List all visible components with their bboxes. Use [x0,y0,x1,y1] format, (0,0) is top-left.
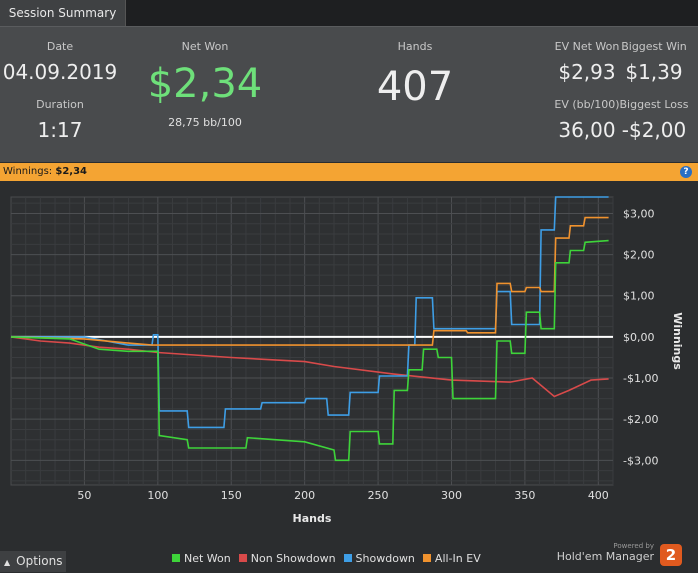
tab-session-summary[interactable]: Session Summary [0,0,126,26]
date-value: 04.09.2019 [2,60,118,84]
y-axis-label: Winnings [671,312,684,370]
legend-item[interactable]: Non Showdown [238,552,336,565]
x-tick-label: 50 [77,489,91,502]
legend-label: Showdown [355,552,415,565]
duration-value: 1:17 [37,118,83,142]
y-tick-label: $1,00 [623,290,655,303]
winnings-chart: 50 100 150 200 250 300 350 400 $3,00 $2,00 $1,00 $… [0,181,698,547]
help-icon[interactable]: ? [680,166,692,178]
summary-panel: Date 04.09.2019 Duration 1:17 Net Won $2… [0,26,698,162]
winnings-banner: Winnings: $2,34 ? [0,163,698,181]
brand-logo: Powered by Hold'em Manager 2 [542,542,682,570]
brand-name: Hold'em Manager [556,550,654,563]
legend-swatch [422,554,431,562]
x-tick-label: 350 [514,489,535,502]
x-tick-label: 150 [221,489,242,502]
ev-net-won-value: $2,93 [558,60,616,84]
series-line-all-in-ev [10,216,609,346]
ev-net-won-label: EV Net Won [554,40,620,53]
biggest-loss-value: -$2,00 [621,118,687,142]
y-tick-label: -$1,00 [623,372,658,385]
legend-swatch [172,554,180,562]
x-tick-label: 100 [147,489,168,502]
brand-badge: 2 [660,544,682,566]
x-tick-label: 300 [441,489,462,502]
x-axis-label: Hands [293,512,332,525]
powered-by-text: Powered by [613,542,654,550]
hands-label: Hands [397,40,433,53]
legend-label: All-In EV [434,552,481,565]
ev-bb100-label: EV (bb/100) [554,98,620,111]
x-tick-label: 400 [588,489,609,502]
legend-item[interactable]: Net Won [172,552,231,565]
chevron-up-icon: ▲ [4,558,11,567]
chart-legend: Net Won Non Showdown Showdown All-In EV [172,552,489,565]
duration-label: Duration [36,98,84,111]
y-tick-label: -$3,00 [623,454,658,467]
options-button[interactable]: ▲ Options [0,551,66,572]
y-tick-label: $0,00 [623,331,655,344]
legend-item[interactable]: All-In EV [422,552,481,565]
bottom-bar: ▲ Options Net Won Non Showdown Showdown All-… [0,542,698,572]
options-label: Options [16,554,63,568]
biggest-win-label: Biggest Win [621,40,687,53]
net-won-value: $2,34 [147,61,263,107]
net-won-label: Net Won [181,40,229,53]
ev-bb100-value: 36,00 [558,118,616,142]
winnings-chart-svg: 50 100 150 200 250 300 350 400 $3,00 $2,00 $1,00 $… [10,196,684,525]
series-line-net-won [10,239,609,462]
x-tick-label: 200 [294,489,315,502]
winnings-banner-value: $2,34 [55,166,87,177]
biggest-win-value: $1,39 [625,60,683,84]
y-tick-label: $2,00 [623,249,655,262]
date-label: Date [46,40,74,53]
legend-item[interactable]: Showdown [343,552,415,565]
y-tick-label: $3,00 [623,207,655,220]
legend-swatch [343,554,352,562]
top-bar: Session Summary [0,0,698,26]
bb100-value: 28,75 bb/100 [168,116,242,129]
hands-value: 407 [376,64,454,110]
y-tick-label: -$2,00 [623,413,658,426]
legend-label: Non Showdown [250,552,336,565]
biggest-loss-label: Biggest Loss [619,98,689,111]
winnings-banner-label: Winnings: [3,166,53,177]
legend-swatch [238,554,247,562]
x-tick-label: 250 [368,489,389,502]
legend-label: Net Won [184,552,231,565]
